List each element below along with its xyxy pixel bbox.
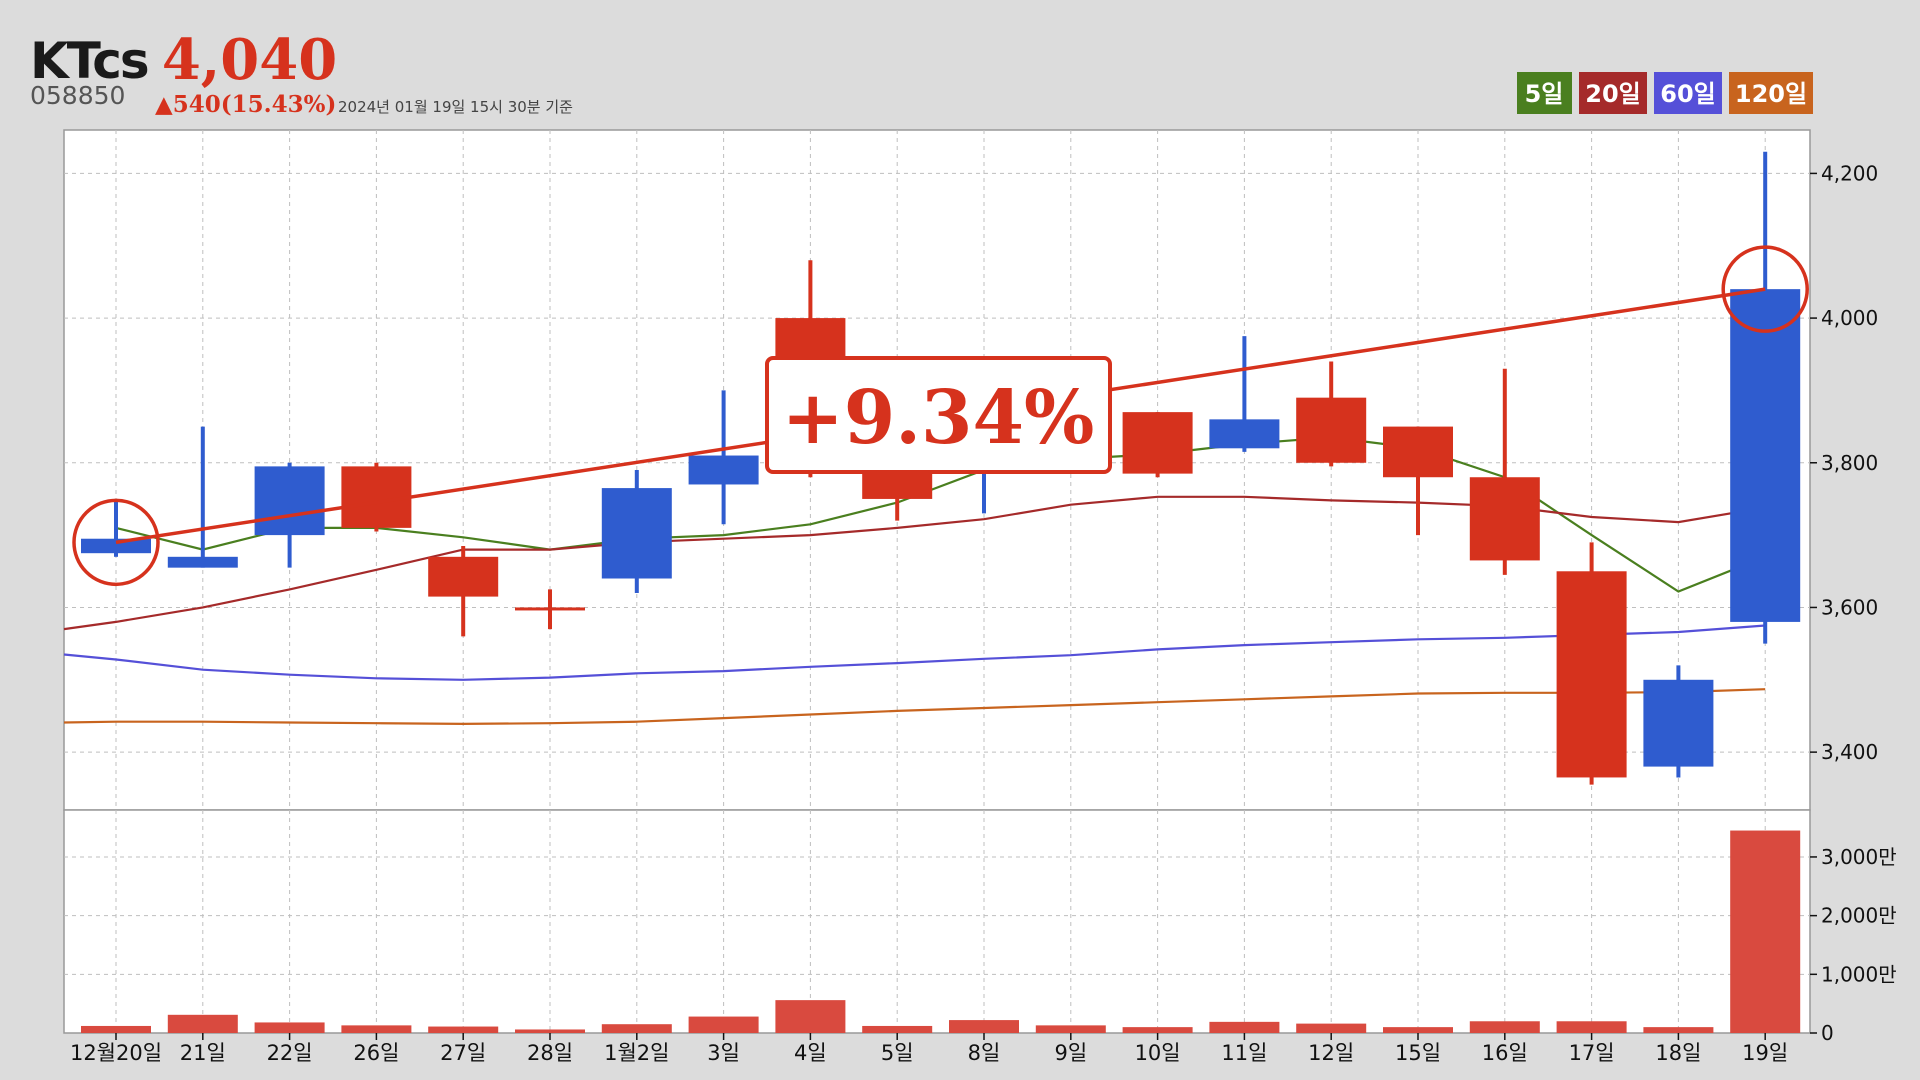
volume-bar [1383,1027,1453,1033]
volume-tick-label: 2,000만 [1821,904,1897,928]
candle-body [254,466,325,536]
date-axis: 12월20일 21일 22일 26일 27일 28일 1월2일 3일 4일 5일 8일 9일 10일 11… [70,1033,1788,1065]
date-tick-label: 9일 [1054,1041,1087,1065]
volume-bar [688,1016,759,1033]
date-tick-label: 27일 [440,1041,486,1065]
date-tick-label: 10일 [1135,1041,1181,1065]
legend-5day-label: 5일 [1525,80,1564,108]
legend-60day-label: 60일 [1660,80,1715,108]
date-tick-label: 5일 [881,1041,914,1065]
date-tick-label: 17일 [1569,1041,1615,1065]
volume-bar [254,1022,325,1033]
volume-bar [1209,1021,1280,1033]
date-tick-label: 26일 [353,1041,399,1065]
candle-body [81,538,151,554]
candle-body [167,556,238,568]
legend-120day-box [1729,72,1813,114]
date-tick-label: 28일 [527,1041,573,1065]
date-tick-label: 1월2일 [604,1041,669,1065]
date-tick-label: 16일 [1482,1041,1528,1065]
current-price: 4,040 [162,27,337,93]
date-tick-label: 15일 [1395,1041,1441,1065]
date-tick-label: 12일 [1308,1041,1354,1065]
annotation-text: +9.34% [782,375,1095,461]
date-tick-label: 4일 [794,1041,827,1065]
candle-body [1469,477,1540,561]
volume-bar [81,1025,151,1033]
volume-bar [1296,1023,1367,1033]
candle-body [1209,419,1280,449]
date-tick-label: 11일 [1221,1041,1267,1065]
highlight-circle-start [72,498,160,587]
candle-body [1296,397,1367,463]
legend-120day-label: 120일 [1735,80,1807,108]
candle-body [1556,571,1627,778]
date-tick-label: 19일 [1742,1041,1788,1065]
volume-bar [1122,1027,1193,1033]
volume-bar [341,1025,412,1033]
date-tick-label: 18일 [1655,1041,1701,1065]
highlight-circle-end [1721,245,1809,333]
ma-line-120일 [63,688,1766,726]
ma-line-60일 [63,624,1766,681]
price-axis: 3,400 3,600 3,800 4,000 4,200 [1810,161,1878,764]
price-change: ▲540(15.43%) [155,91,336,118]
volume-tick-label: 1,000만 [1821,962,1897,986]
as-of-timestamp: 2024년 01월 19일 15시 30분 기준 [338,98,573,116]
candle-body [1643,679,1714,767]
candle-body [515,607,585,611]
date-tick-label: 8일 [968,1041,1001,1065]
price-tick-label: 3,600 [1821,595,1878,619]
price-tick-label: 4,000 [1821,306,1878,330]
annotation-box [765,356,1112,474]
legend-5day-box [1517,72,1572,114]
volume-axis: 0 1,000만 2,000만 3,000만 [1810,845,1897,1045]
volume-bar [862,1025,933,1033]
price-tick-label: 4,200 [1821,161,1878,185]
candle-body [1730,289,1801,622]
ma-legend: 5일 20일 60일 120일 [1517,72,1813,114]
legend-20day-box [1579,72,1647,114]
volume-bar [775,1000,846,1033]
volume-panel [63,809,1811,1034]
volume-bar [1643,1027,1714,1033]
gain-annotation: +9.34% [765,356,1112,474]
volume-bar [601,1024,672,1033]
date-tick-label: 12월20일 [70,1041,162,1065]
volume-bar [1730,830,1801,1033]
volume-bar [515,1029,585,1033]
volume-bar [1469,1021,1540,1033]
stock-code: 058850 [30,81,125,110]
volume-bars [81,830,1801,1033]
ma-line-5일 [115,436,1766,593]
volume-tick-label: 0 [1821,1021,1834,1045]
date-tick-label: 22일 [267,1041,313,1065]
volume-tick-label: 3,000만 [1821,845,1897,869]
volume-bar [428,1026,499,1033]
legend-20day-label: 20일 [1585,80,1640,108]
candle-body [1383,426,1453,478]
candle-body [1122,412,1193,474]
date-tick-label: 3일 [707,1041,740,1065]
candle-body [601,488,672,579]
legend-60day-box [1654,72,1722,114]
volume-bar [1556,1021,1627,1033]
date-tick-label: 21일 [180,1041,226,1065]
price-tick-label: 3,800 [1821,451,1878,475]
volume-bar [949,1020,1019,1033]
volume-bar [1035,1025,1106,1033]
stock-name: KTcs [30,32,148,90]
price-tick-label: 3,400 [1821,740,1878,764]
grid [64,130,1810,1033]
volume-bar [167,1014,238,1033]
candle-body [688,455,759,485]
candle-body [428,556,499,597]
